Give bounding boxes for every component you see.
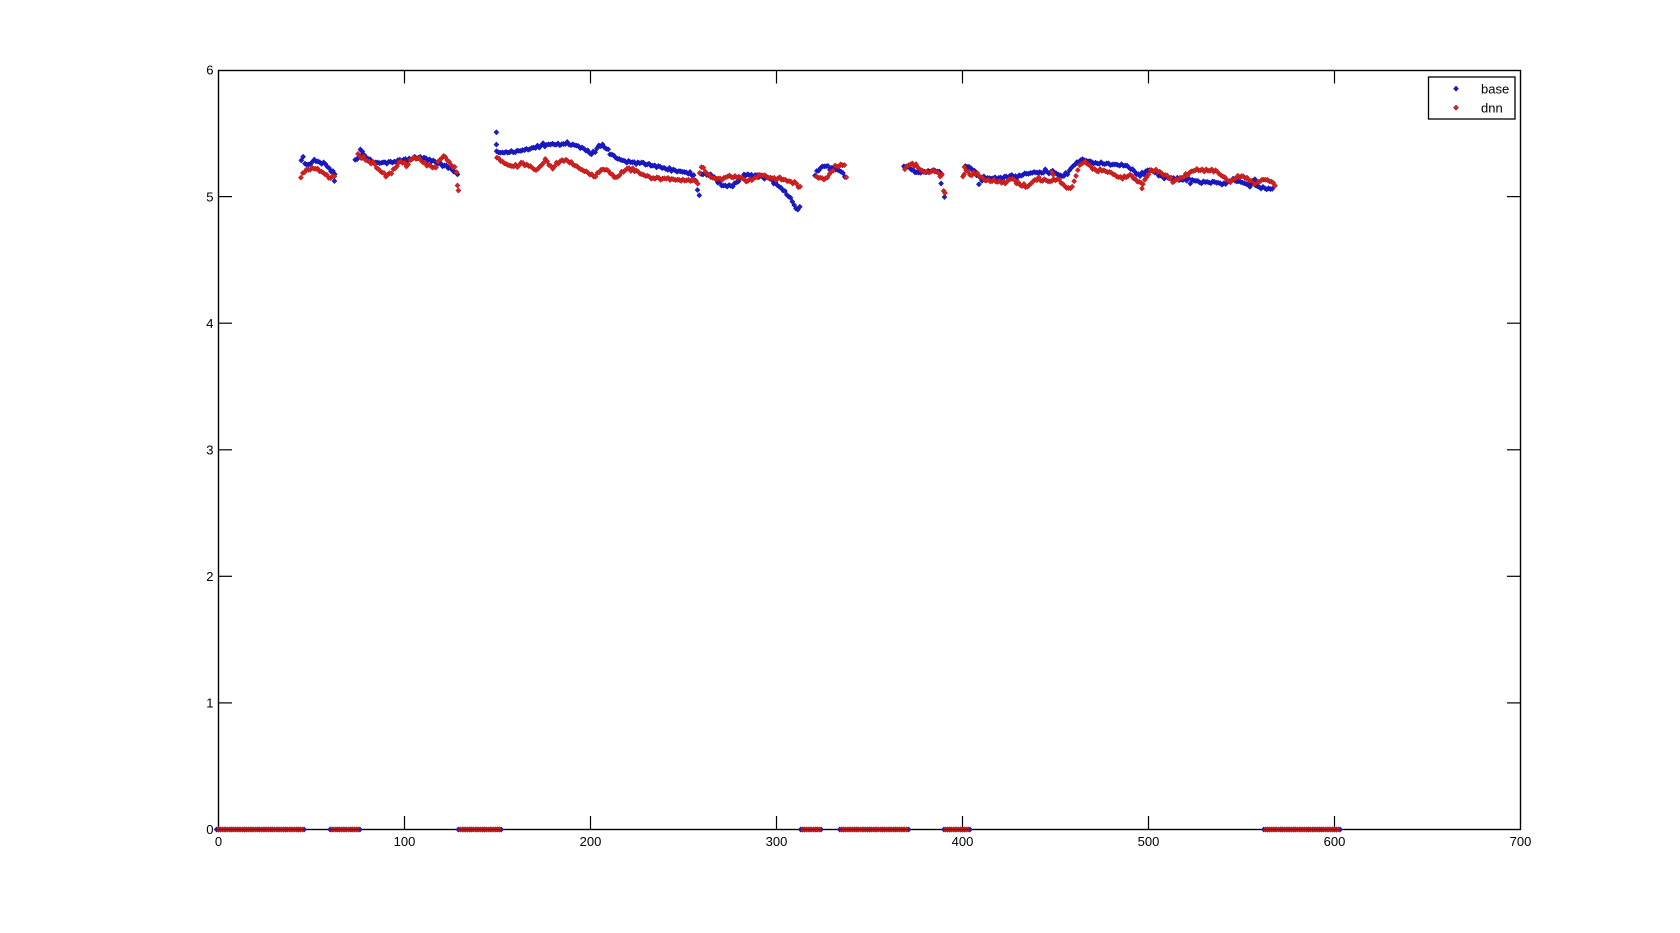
svg-text:3: 3 [206, 442, 213, 457]
svg-text:6: 6 [206, 63, 213, 78]
svg-text:0: 0 [206, 822, 213, 837]
svg-text:4: 4 [206, 316, 213, 331]
svg-text:5: 5 [206, 189, 213, 204]
svg-text:300: 300 [766, 834, 788, 849]
svg-text:500: 500 [1138, 834, 1160, 849]
svg-text:400: 400 [952, 834, 974, 849]
svg-text:dnn: dnn [1481, 101, 1503, 116]
svg-text:1: 1 [206, 696, 213, 711]
svg-text:700: 700 [1510, 834, 1532, 849]
svg-text:2: 2 [206, 569, 213, 584]
svg-text:base: base [1481, 82, 1509, 97]
svg-text:600: 600 [1324, 834, 1346, 849]
svg-text:200: 200 [580, 834, 602, 849]
svg-text:0: 0 [215, 834, 222, 849]
svg-text:100: 100 [394, 834, 416, 849]
